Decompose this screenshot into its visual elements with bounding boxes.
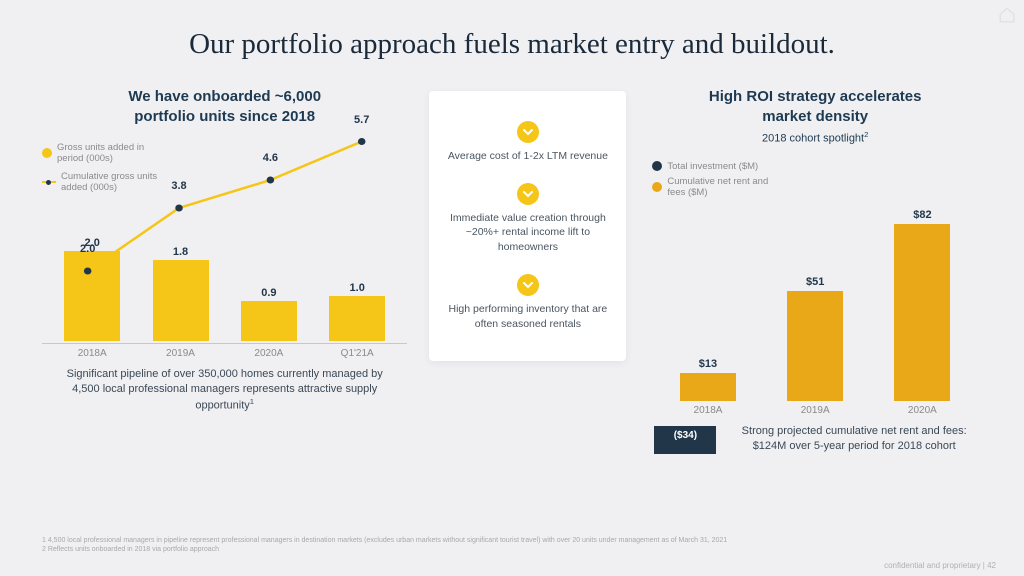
right-xaxis: 2018A 2019A 2020A [648,401,982,416]
left-chart-wrap: Gross units added in period (000s) Cumul… [42,130,407,467]
page-footer: confidential and proprietary | 42 [884,561,996,570]
bar-2018A: $13 [677,358,739,401]
line-value: 5.7 [354,114,369,126]
right-column: High ROI strategy accelerates market den… [648,87,982,467]
legend-rent-label: Cumulative net rent and fees ($M) [667,176,787,199]
page-title: Our portfolio approach fuels market entr… [42,28,982,61]
card-text: High performing inventory that are often… [447,302,608,331]
bar-rect [787,291,843,402]
left-xaxis: 2018A 2019A 2020A Q1'21A [42,343,407,365]
right-chart: $13 $51 $82 [648,206,982,401]
legend-inv: Total investment ($M) [652,161,982,172]
line-value: 2.0 [80,243,95,255]
left-subtitle: We have onboarded ~6,000 portfolio units… [42,87,407,126]
line-value: 3.8 [171,180,186,192]
bar-rect [329,296,385,341]
xaxis-label: 2020A [238,348,300,365]
card-item: Immediate value creation through ~20%+ r… [447,183,608,255]
bar-2020A: 0.9 [238,287,300,342]
columns: We have onboarded ~6,000 portfolio units… [42,87,982,467]
left-bars: 2.0 1.8 0.9 1.0 [42,161,407,341]
bar-label: $51 [806,276,824,288]
card-item: Average cost of 1-2x LTM revenue [447,121,608,164]
right-subtitle: High ROI strategy accelerates market den… [648,87,982,126]
right-caption: Strong projected cumulative net rent and… [732,416,976,454]
xaxis-label: 2019A [150,348,212,365]
card-item: High performing inventory that are often… [447,274,608,331]
right-subtitle-note: 2018 cohort spotlight2 [648,130,982,145]
footnotes: 1 4,500 local professional managers in p… [42,536,982,554]
xaxis-label: 2018A [677,405,739,416]
chevron-down-icon [517,121,539,143]
bar-rect [241,301,297,342]
right-note-text: 2018 cohort spotlight [762,133,864,145]
chevron-down-icon [517,183,539,205]
house-icon [998,6,1016,29]
middle-column: Average cost of 1-2x LTM revenue Immediat… [429,87,626,467]
right-subtitle-line2: market density [762,108,868,125]
swatch-rent [652,182,662,192]
bar-Q1'21A: 1.0 [326,282,388,341]
bar-label: 0.9 [261,287,276,299]
left-column: We have onboarded ~6,000 portfolio units… [42,87,407,467]
card-text: Immediate value creation through ~20%+ r… [447,211,608,255]
right-inv-row: ($34) Strong projected cumulative net re… [648,416,982,454]
xaxis-label: Q1'21A [326,348,388,365]
slide: Our portfolio approach fuels market entr… [0,0,1024,576]
bar-rect [153,260,209,341]
investment-box: ($34) [654,426,716,454]
bar-2019A: $51 [784,276,846,402]
right-subtitle-line1: High ROI strategy accelerates [709,88,922,105]
bar-2019A: 1.8 [150,246,212,341]
chevron-down-icon [517,274,539,296]
bar-rect [680,373,736,401]
bar-rect [894,224,950,402]
bar-label: 1.8 [173,246,188,258]
bar-label: $13 [699,358,717,370]
footnote-1: 1 4,500 local professional managers in p… [42,536,982,545]
legend-inv-label: Total investment ($M) [667,161,758,172]
left-caption-text: Significant pipeline of over 350,000 hom… [67,368,383,411]
middle-card: Average cost of 1-2x LTM revenue Immediat… [429,91,626,361]
line-value: 4.6 [263,152,278,164]
left-subtitle-line2: portfolio units since 2018 [134,108,315,125]
card-text: Average cost of 1-2x LTM revenue [447,149,608,164]
bar-2020A: $82 [891,209,953,402]
bar-label: $82 [913,209,931,221]
right-legend: Total investment ($M) Cumulative net ren… [652,161,982,203]
left-subtitle-line1: We have onboarded ~6,000 [128,88,321,105]
xaxis-label: 2018A [61,348,123,365]
xaxis-label: 2020A [891,405,953,416]
legend-rent: Cumulative net rent and fees ($M) [652,176,982,199]
swatch-inv [652,161,662,171]
footnote-2: 2 Reflects units onboarded in 2018 via p… [42,545,982,554]
right-bars: $13 $51 $82 [648,206,982,401]
xaxis-label: 2019A [784,405,846,416]
bar-rect [64,251,120,341]
bar-label: 1.0 [350,282,365,294]
left-caption: Significant pipeline of over 350,000 hom… [42,365,407,415]
left-chart: 2.0 1.8 0.9 1.0 2018A 2019A 2020A Q1'21A 2.0 3.… [42,130,407,365]
